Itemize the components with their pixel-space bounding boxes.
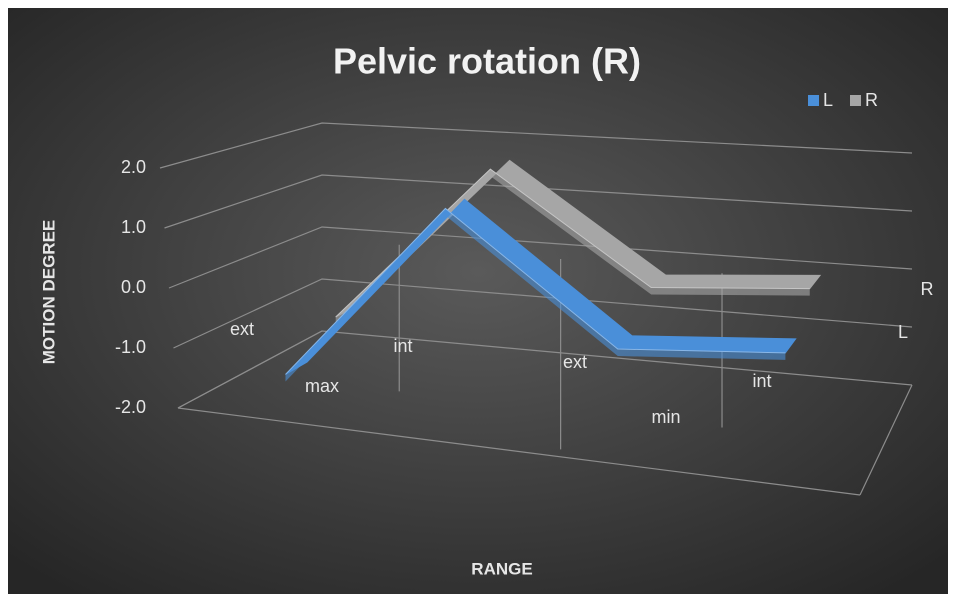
x-group-label: max xyxy=(305,376,339,396)
y-tick-label: 0.0 xyxy=(121,277,146,297)
y-tick-label: -1.0 xyxy=(115,337,146,357)
y-tick-label: 1.0 xyxy=(121,217,146,237)
grid-line xyxy=(168,226,913,289)
x-group-label: min xyxy=(651,407,680,427)
grid-line xyxy=(164,174,913,229)
legend-swatch xyxy=(808,95,819,106)
floor-edge xyxy=(859,384,913,496)
x-tick-label: int xyxy=(393,336,412,356)
y-tick-label: 2.0 xyxy=(121,157,146,177)
floor-edge xyxy=(177,407,861,496)
y-tick-label: -2.0 xyxy=(115,397,146,417)
chart-title: Pelvic rotation (R) xyxy=(333,41,641,82)
series-ribbon xyxy=(285,198,797,375)
grid-line xyxy=(159,122,913,169)
depth-tick-label: L xyxy=(898,322,908,342)
legend-label: L xyxy=(823,90,833,110)
x-tick-label: int xyxy=(752,371,771,391)
x-axis-title: RANGE xyxy=(471,559,532,578)
grid-line xyxy=(173,278,913,349)
grid-line xyxy=(177,330,913,409)
x-tick-label: ext xyxy=(230,319,254,339)
depth-tick-label: R xyxy=(921,279,934,299)
legend-label: R xyxy=(865,90,878,110)
x-tick-label: ext xyxy=(563,352,587,372)
legend-swatch xyxy=(850,95,861,106)
y-axis-title: MOTION DEGREE xyxy=(39,220,58,365)
chart-background xyxy=(8,8,948,594)
series-edge xyxy=(285,207,786,375)
